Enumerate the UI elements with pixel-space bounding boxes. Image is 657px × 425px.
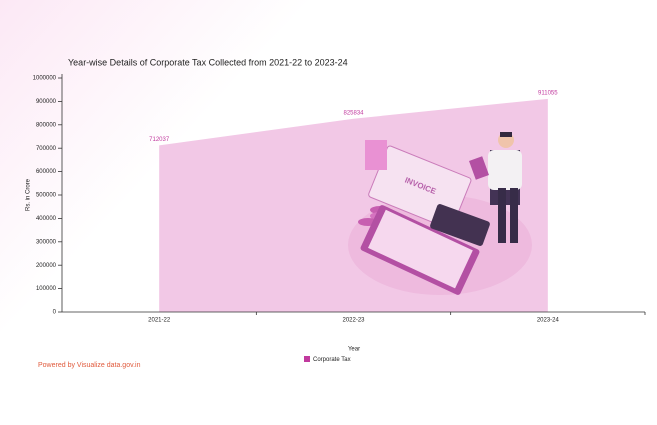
- y-tick-label: 500000: [36, 193, 57, 199]
- x-tick-label: 2022-23: [342, 318, 365, 324]
- chart-title: Year-wise Details of Corporate Tax Colle…: [68, 57, 348, 67]
- data-label: 825834: [343, 110, 364, 116]
- legend-label: Corporate Tax: [313, 357, 351, 363]
- y-tick-label: 700000: [36, 146, 57, 152]
- x-tick-label: 2023-24: [537, 318, 560, 324]
- y-axis-label: Rs. in Crore: [26, 178, 32, 211]
- footer: Powered by Visualize data.gov.in: [38, 362, 141, 369]
- y-tick-label: 900000: [36, 99, 57, 105]
- y-tick-label: 200000: [36, 263, 57, 269]
- y-tick-label: 400000: [36, 216, 57, 222]
- y-tick-label: 0: [53, 310, 57, 316]
- data-label: 911055: [538, 90, 558, 96]
- legend-swatch: [304, 356, 310, 362]
- x-axis-label: Year: [348, 347, 360, 353]
- y-tick-label: 300000: [36, 239, 57, 245]
- illustration: INVOICE: [348, 132, 532, 295]
- y-tick-label: 1000000: [33, 76, 57, 82]
- y-tick-label: 800000: [36, 122, 57, 128]
- data-label: 712037: [149, 137, 170, 143]
- x-tick-label: 2021-22: [148, 318, 171, 324]
- y-tick-label: 600000: [36, 169, 57, 175]
- y-tick-label: 100000: [36, 286, 57, 292]
